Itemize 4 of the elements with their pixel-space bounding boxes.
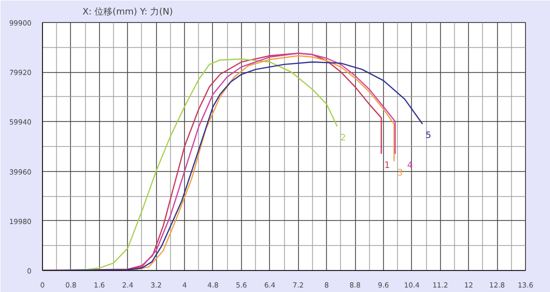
chart-title: X: 位移(mm) Y: 力(N) (82, 6, 173, 18)
series-label: 5 (426, 131, 432, 142)
series-label: 2 (340, 134, 346, 144)
series-label: 1 (384, 160, 390, 171)
